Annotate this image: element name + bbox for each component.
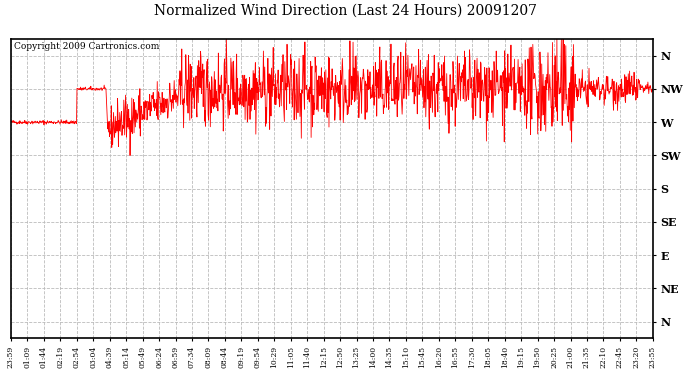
Text: Normalized Wind Direction (Last 24 Hours) 20091207: Normalized Wind Direction (Last 24 Hours…: [153, 4, 537, 18]
Text: Copyright 2009 Cartronics.com: Copyright 2009 Cartronics.com: [14, 42, 159, 51]
